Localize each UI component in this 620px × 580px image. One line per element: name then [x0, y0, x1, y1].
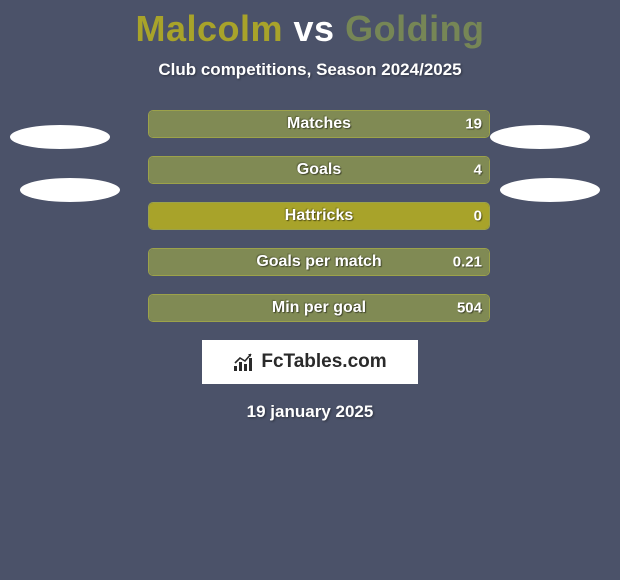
page-title: Malcolm vs Golding: [0, 0, 620, 50]
stat-bar: Hattricks: [148, 202, 490, 230]
stat-label: Goals per match: [256, 253, 381, 271]
decoration-ellipse: [500, 178, 600, 202]
brand-box: FcTables.com: [202, 340, 418, 384]
stat-label: Goals: [297, 161, 341, 179]
stat-row: Hattricks 0: [10, 202, 610, 230]
stat-label: Min per goal: [272, 299, 366, 317]
decoration-ellipse: [20, 178, 120, 202]
stat-bar: Goals per match: [148, 248, 490, 276]
stat-label: Hattricks: [285, 207, 353, 225]
player2-name: Golding: [345, 8, 484, 49]
stat-value-right: 0: [474, 208, 482, 225]
stat-value-right: 0.21: [453, 254, 482, 271]
stat-label: Matches: [287, 115, 351, 133]
decoration-ellipse: [10, 125, 110, 149]
stat-row: Min per goal 504: [10, 294, 610, 322]
stat-value-right: 4: [474, 162, 482, 179]
stat-bar: Min per goal: [148, 294, 490, 322]
subtitle: Club competitions, Season 2024/2025: [0, 60, 620, 80]
stat-row: Goals per match 0.21: [10, 248, 610, 276]
stat-bar: Goals: [148, 156, 490, 184]
brand-logo-icon: [233, 352, 257, 372]
brand-text: FcTables.com: [261, 351, 386, 373]
player1-name: Malcolm: [135, 8, 283, 49]
vs-label: vs: [294, 8, 335, 49]
stat-value-right: 19: [465, 116, 482, 133]
decoration-ellipse: [490, 125, 590, 149]
stat-bar: Matches: [148, 110, 490, 138]
stat-value-right: 504: [457, 300, 482, 317]
date-label: 19 january 2025: [0, 402, 620, 422]
infographic-container: Malcolm vs Golding Club competitions, Se…: [0, 0, 620, 580]
